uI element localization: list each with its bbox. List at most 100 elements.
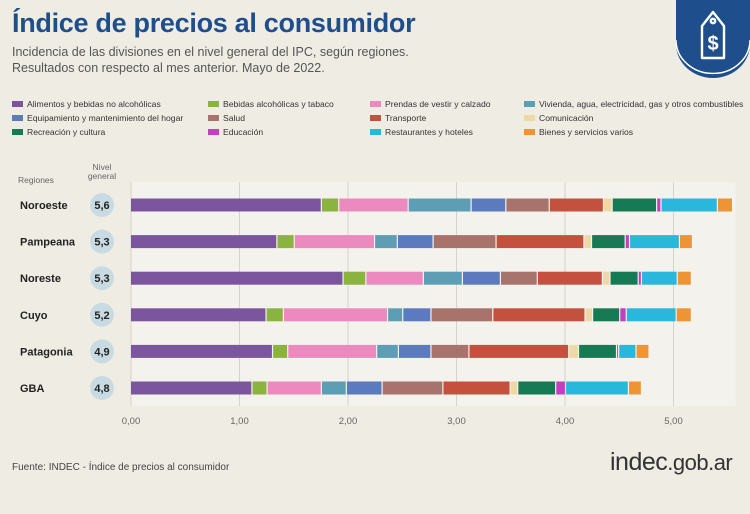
x-tick-label: 0,00 <box>122 416 141 427</box>
bar-segment <box>423 271 462 285</box>
region-label: Cuyo <box>20 310 48 322</box>
bar-segment <box>610 271 638 285</box>
region-label: GBA <box>20 383 45 395</box>
level-circle <box>90 302 114 327</box>
legend-swatch <box>12 115 23 121</box>
legend-swatch <box>524 129 535 135</box>
region-label: Pampeana <box>20 237 76 249</box>
bar-segment <box>717 198 732 212</box>
legend-label: Bebidas alcohólicas y tabaco <box>223 99 334 109</box>
legend-swatch <box>208 129 219 135</box>
bar-segment <box>677 271 691 285</box>
bar-segment <box>593 308 620 322</box>
legend-item: Bebidas alcohólicas y tabaco <box>208 99 334 109</box>
bar-segment <box>510 381 518 395</box>
bar-segment <box>506 198 549 212</box>
bar-segment <box>288 344 377 358</box>
legend-swatch <box>370 101 381 107</box>
bar-segment <box>343 271 366 285</box>
level-value: 4,8 <box>94 383 109 395</box>
bar-segment <box>602 271 610 285</box>
legend-label: Comunicación <box>539 113 594 123</box>
legend-item: Salud <box>208 113 245 123</box>
bar-segment <box>549 198 603 212</box>
subtitle-line-1: Incidencia de las divisiones en el nivel… <box>12 45 409 59</box>
bar-segment <box>433 235 496 249</box>
legend-label: Vivienda, agua, electricidad, gas y otro… <box>539 99 744 109</box>
x-tick-label: 2,00 <box>339 416 358 427</box>
legend-label: Transporte <box>385 113 427 123</box>
level-header-line-1: Nivel <box>92 162 112 172</box>
legend-item: Restaurantes y hoteles <box>370 127 473 137</box>
bar-segment <box>283 308 387 322</box>
level-value: 5,2 <box>94 310 109 322</box>
bar-segment <box>346 381 382 395</box>
bar-segment <box>638 271 641 285</box>
level-value: 5,3 <box>94 273 109 285</box>
bar-segment <box>463 271 500 285</box>
bar-segment <box>642 271 677 285</box>
bar-segment <box>377 344 398 358</box>
level-circle <box>90 266 114 291</box>
chart-legend: Alimentos y bebidas no alcohólicas Bebida… <box>12 99 747 143</box>
legend-swatch <box>12 101 23 107</box>
bar-segment <box>403 308 431 322</box>
x-tick-label: 5,00 <box>664 416 683 427</box>
plot-area <box>131 182 736 406</box>
bar-segment <box>636 344 649 358</box>
bar-segment <box>569 344 578 358</box>
level-circle <box>90 193 114 217</box>
region-label: Patagonia <box>20 346 73 358</box>
bar-segment <box>680 235 692 249</box>
legend-swatch <box>208 101 219 107</box>
bar-segment <box>267 381 321 395</box>
bar-segment <box>131 235 277 249</box>
level-value: 4,9 <box>94 346 109 358</box>
legend-swatch <box>208 115 219 121</box>
bar-segment <box>612 198 657 212</box>
bar-segment <box>366 271 423 285</box>
bar-segment <box>629 381 641 395</box>
bar-segment <box>131 198 321 212</box>
level-circle <box>90 229 114 254</box>
bar-segment <box>252 381 267 395</box>
bar-segment <box>469 344 569 358</box>
x-tick-label: 4,00 <box>556 416 575 427</box>
regions-column-header: Regiones <box>18 175 54 185</box>
bar-segment <box>518 381 556 395</box>
legend-label: Salud <box>223 113 245 123</box>
legend-label: Recreación y cultura <box>27 127 106 137</box>
bar-segment <box>625 235 629 249</box>
bar-segment <box>382 381 443 395</box>
bar-segment <box>493 308 585 322</box>
bar-segment <box>321 381 346 395</box>
logo-main: indec <box>610 448 668 476</box>
legend-label: Restaurantes y hoteles <box>385 127 473 137</box>
bar-segment <box>131 381 252 395</box>
legend-item: Bienes y servicios varios <box>524 127 633 137</box>
bar-segment <box>676 308 691 322</box>
indec-logo: indec.gob.ar <box>610 448 733 477</box>
page-title: Índice de precios al consumidor <box>12 8 416 38</box>
x-tick-label: 1,00 <box>230 416 249 427</box>
legend-swatch <box>524 115 535 121</box>
bar-segment <box>388 308 403 322</box>
legend-item: Equipamiento y mantenimiento del hogar <box>12 113 183 123</box>
legend-item: Alimentos y bebidas no alcohólicas <box>12 99 161 109</box>
legend-item: Vivienda, agua, electricidad, gas y otro… <box>524 99 743 109</box>
source-note: Fuente: INDEC - Índice de precios al con… <box>12 462 230 473</box>
bar-segment <box>537 271 602 285</box>
level-column-header: Nivel general <box>86 163 118 181</box>
level-header-line-2: general <box>87 171 117 181</box>
level-value: 5,3 <box>94 237 109 249</box>
region-label: Noroeste <box>20 200 68 212</box>
bar-segment <box>397 235 433 249</box>
level-circle <box>90 339 114 364</box>
bar-segment <box>556 381 565 395</box>
bar-segment <box>620 308 626 322</box>
bar-segment <box>604 198 612 212</box>
bar-segment <box>626 308 676 322</box>
region-label: Noreste <box>20 273 61 285</box>
bar-segment <box>657 198 661 212</box>
